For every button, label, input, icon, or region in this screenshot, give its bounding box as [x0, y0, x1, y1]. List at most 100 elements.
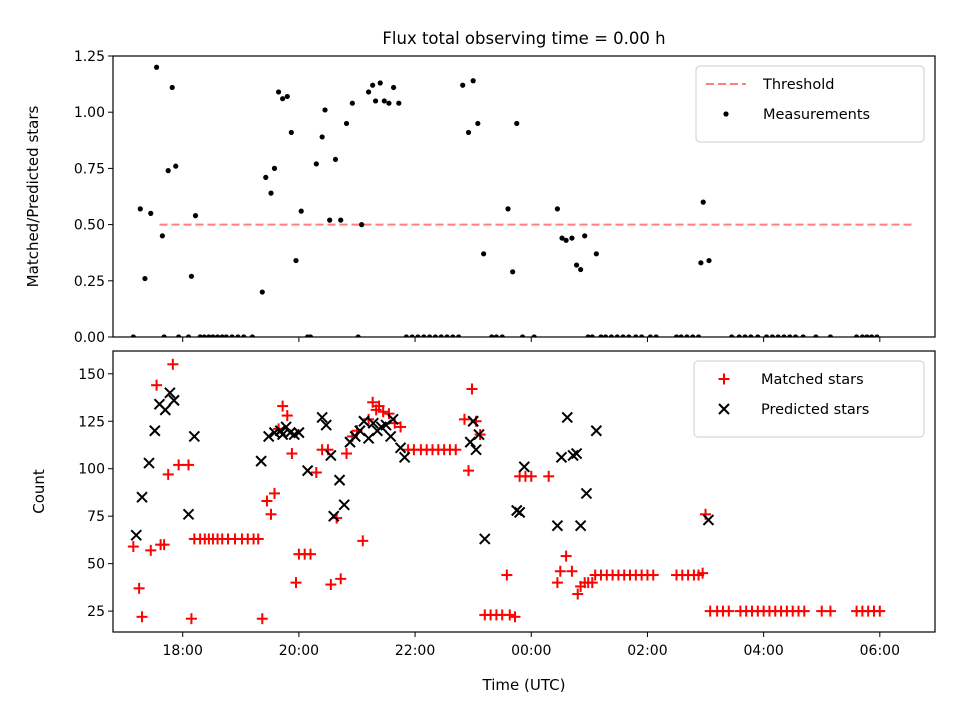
- measurement-point: [298, 208, 304, 214]
- measurement-point: [142, 275, 148, 282]
- x-tick-label: 04:00: [743, 643, 783, 659]
- y-tick-label: 0.25: [74, 274, 105, 290]
- x-tick-label: 22:00: [395, 643, 435, 659]
- predicted-star-point: [130, 529, 142, 541]
- predicted-star-stroke: [276, 428, 289, 441]
- measurement-point: [165, 168, 171, 174]
- measurement-point: [130, 334, 136, 337]
- predicted-star-stroke: [320, 419, 332, 431]
- predicted-star-point: [387, 413, 399, 426]
- predicted-star-stroke: [467, 415, 479, 427]
- x-tick-label: 20:00: [279, 643, 319, 659]
- measurement-point: [684, 334, 690, 337]
- measurement-point: [159, 233, 165, 239]
- matched-star-point: [277, 400, 289, 412]
- predicted-star-stroke: [561, 411, 573, 424]
- x-axis-label: Time (UTC): [482, 676, 566, 694]
- predicted-star-stroke: [358, 415, 370, 427]
- matched-star-point: [373, 400, 385, 412]
- matched-star-point: [183, 459, 195, 471]
- measurement-point: [343, 120, 350, 127]
- measurement-point: [573, 262, 580, 268]
- measurement-point: [229, 334, 235, 337]
- measurement-point: [626, 334, 632, 337]
- measurement-point: [563, 237, 569, 243]
- matched-star-point: [265, 508, 277, 520]
- predicted-star-point: [255, 455, 267, 467]
- measurement-point: [450, 334, 456, 337]
- measurement-point: [869, 334, 875, 337]
- y-tick-label: 0.00: [74, 330, 105, 346]
- measurement-point: [690, 334, 696, 337]
- y-tick-label: 75: [87, 509, 105, 525]
- predicted-star-point: [338, 499, 350, 511]
- predicted-star-stroke: [338, 499, 350, 511]
- predicted-star-stroke: [354, 425, 366, 437]
- y-tick-label: 0.75: [74, 161, 105, 177]
- marks-group: [130, 64, 915, 337]
- measurement-point: [598, 334, 604, 337]
- predicted-star-point: [320, 419, 332, 431]
- plot-frame: [112, 350, 936, 633]
- measurement-point: [569, 235, 575, 241]
- predicted-star-stroke: [159, 404, 171, 416]
- measurement-point: [403, 334, 409, 337]
- matched-star-point: [133, 582, 145, 594]
- measurement-point: [755, 334, 761, 337]
- predicted-star-stroke: [387, 413, 399, 426]
- matched-star-point: [560, 550, 572, 562]
- legend-label: Measurements: [763, 107, 870, 123]
- predicted-star-stroke: [153, 398, 166, 410]
- measurement-point: [827, 334, 834, 337]
- matched-star-point: [185, 613, 197, 625]
- measurement-point: [280, 96, 286, 102]
- y-tick-label: 125: [78, 414, 105, 430]
- measurement-point: [470, 78, 476, 84]
- matched-star-point: [367, 396, 379, 408]
- matched-star-point: [167, 358, 179, 370]
- marks-group: [127, 358, 886, 625]
- predicted-star-stroke: [130, 529, 142, 541]
- measurement-point: [678, 334, 684, 337]
- measurement-point: [695, 334, 702, 337]
- measurement-point: [377, 80, 383, 86]
- predicted-star-stroke: [325, 449, 337, 462]
- predicted-star-stroke: [262, 430, 275, 443]
- x-tick-label: 00:00: [511, 643, 551, 659]
- measurement-point: [706, 257, 712, 264]
- matched-star-point: [173, 459, 185, 471]
- matched-star-point: [357, 535, 369, 547]
- legend-label: Matched stars: [761, 372, 864, 388]
- matched-star-point: [697, 567, 709, 579]
- measurement-point: [519, 334, 526, 337]
- matched-star-point: [501, 569, 513, 581]
- matched-star-point: [566, 565, 578, 577]
- predicted-star-point: [182, 508, 195, 520]
- predicted-star-stroke: [513, 506, 526, 519]
- measurement-point: [427, 334, 433, 337]
- predicted-star-point: [168, 394, 180, 407]
- measurement-point: [386, 100, 392, 106]
- predicted-star-point: [164, 387, 176, 399]
- measurement-point: [268, 190, 274, 196]
- measurement-point: [653, 334, 659, 337]
- ratio-subplot: Flux total observing time = 0.00 h 0.00 0.…: [24, 29, 936, 346]
- measurement-point: [593, 251, 599, 257]
- predicted-star-point: [159, 404, 171, 416]
- predicted-star-stroke: [188, 430, 201, 443]
- measurement-point: [366, 89, 372, 95]
- matched-star-point: [395, 421, 407, 433]
- measurement-point: [421, 334, 427, 337]
- predicted-star-stroke: [316, 411, 328, 424]
- measurement-point: [319, 134, 325, 140]
- matched-star-point: [127, 541, 139, 553]
- predicted-star-stroke: [702, 514, 715, 526]
- predicted-star-point: [136, 491, 148, 503]
- measurement-point: [647, 334, 653, 337]
- measurement-point: [161, 334, 167, 337]
- legend-box: [693, 360, 925, 438]
- predicted-star-point: [143, 457, 155, 469]
- measurement-point: [554, 206, 561, 212]
- measurement-point: [578, 266, 584, 273]
- measurement-point: [853, 334, 860, 337]
